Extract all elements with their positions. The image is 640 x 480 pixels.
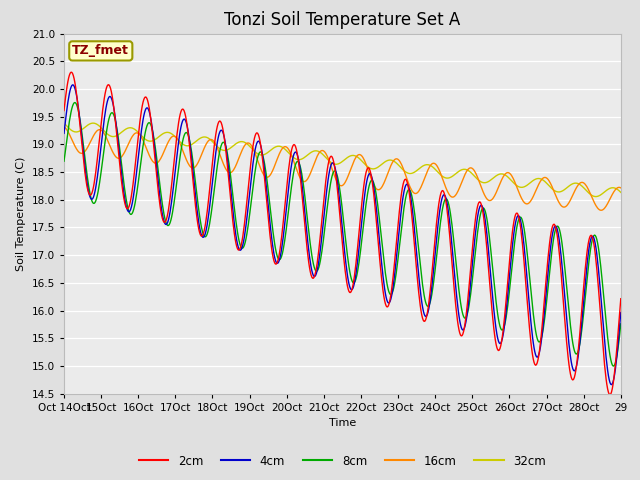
16cm <box>60 124 68 130</box>
8cm <box>617 321 625 327</box>
16cm <box>426 163 434 168</box>
32cm <box>428 163 435 169</box>
2cm <box>617 296 625 301</box>
4cm <box>607 382 615 387</box>
2cm <box>60 108 68 113</box>
32cm <box>128 125 136 131</box>
2cm <box>185 135 193 141</box>
8cm <box>60 158 68 164</box>
2cm <box>606 392 614 397</box>
32cm <box>60 120 68 126</box>
16cm <box>70 142 78 147</box>
4cm <box>60 131 68 136</box>
32cm <box>592 194 600 200</box>
2cm <box>428 279 435 285</box>
Line: 8cm: 8cm <box>64 103 621 366</box>
4cm <box>71 85 79 91</box>
Line: 32cm: 32cm <box>64 123 621 197</box>
16cm <box>184 160 192 166</box>
8cm <box>185 134 193 140</box>
8cm <box>70 100 78 106</box>
Line: 4cm: 4cm <box>64 85 621 384</box>
2cm <box>67 70 75 75</box>
Y-axis label: Soil Temperature (C): Soil Temperature (C) <box>16 156 26 271</box>
Legend: 2cm, 4cm, 8cm, 16cm, 32cm: 2cm, 4cm, 8cm, 16cm, 32cm <box>134 450 551 472</box>
2cm <box>128 188 136 194</box>
32cm <box>411 169 419 175</box>
4cm <box>68 82 76 88</box>
16cm <box>410 190 418 196</box>
8cm <box>214 157 222 163</box>
16cm <box>617 185 625 191</box>
Title: Tonzi Soil Temperature Set A: Tonzi Soil Temperature Set A <box>224 11 461 29</box>
Text: TZ_fmet: TZ_fmet <box>72 44 129 58</box>
4cm <box>128 201 136 206</box>
4cm <box>428 290 435 296</box>
8cm <box>71 100 79 106</box>
4cm <box>411 230 419 236</box>
16cm <box>127 135 135 141</box>
32cm <box>617 190 625 195</box>
Line: 16cm: 16cm <box>64 127 621 210</box>
4cm <box>185 132 193 138</box>
4cm <box>214 135 222 141</box>
8cm <box>610 363 618 369</box>
4cm <box>617 310 625 315</box>
32cm <box>214 144 222 150</box>
2cm <box>71 80 79 85</box>
32cm <box>90 120 97 126</box>
32cm <box>70 129 78 134</box>
16cm <box>214 145 221 151</box>
2cm <box>214 120 222 126</box>
16cm <box>598 207 605 213</box>
2cm <box>411 246 419 252</box>
X-axis label: Time: Time <box>329 418 356 428</box>
Line: 2cm: 2cm <box>64 72 621 395</box>
8cm <box>428 296 435 301</box>
8cm <box>411 212 419 217</box>
8cm <box>128 211 136 216</box>
32cm <box>185 143 193 149</box>
